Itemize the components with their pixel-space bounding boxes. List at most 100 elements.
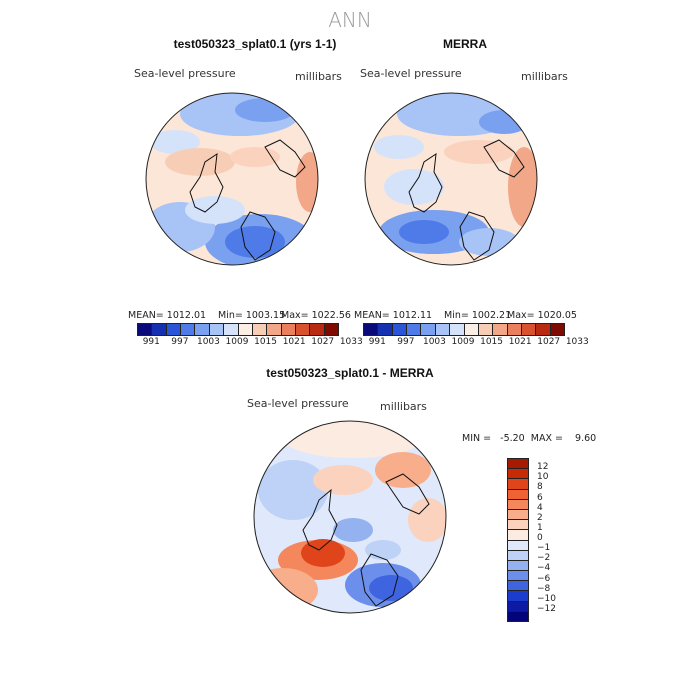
colorbar-swatch: [378, 324, 393, 335]
colorbar-swatch: [364, 324, 379, 335]
diff-colorbar-label: 12: [537, 462, 549, 473]
diff-colorbar-swatch: [508, 459, 528, 470]
diff-colorbar-swatch: [508, 530, 528, 541]
colorbar-swatch: [493, 324, 508, 335]
panel-1-map: [145, 92, 319, 266]
colorbar-swatch: [421, 324, 436, 335]
colorbar-swatch: [464, 324, 479, 335]
diff-colorbar-label: 10: [537, 472, 549, 483]
colorbar-tick-label: 1009: [225, 337, 249, 347]
colorbar-swatch: [295, 324, 311, 335]
colorbar-swatch: [550, 324, 565, 335]
colorbar-swatch: [267, 324, 282, 335]
diff-colorbar-label: −12: [537, 603, 556, 614]
diff-colorbar-label: −4: [537, 563, 551, 574]
diff-colorbar-label: −6: [537, 573, 551, 584]
diff-colorbar-swatch: [508, 499, 528, 510]
diff-colorbar-swatch: [508, 581, 528, 592]
panel-2-max: Max= 1020.05: [507, 310, 577, 321]
panel-1-title: test050323_splat0.1 (yrs 1-1): [173, 37, 337, 51]
colorbar-swatch: [138, 324, 153, 335]
colorbar-tick-label: 1027: [537, 337, 561, 347]
colorbar-tick-label: 991: [368, 337, 386, 347]
colorbar-swatch: [166, 324, 182, 335]
colorbar-tick-label: 1015: [480, 337, 504, 347]
colorbar-tick-label: 997: [397, 337, 415, 347]
colorbar-swatch: [392, 324, 408, 335]
diff-colorbar-swatch: [508, 540, 528, 551]
colorbar-tick-label: 1033: [565, 337, 589, 347]
colorbar-swatch: [507, 324, 522, 335]
diff-colorbar-label: 1: [537, 522, 543, 533]
colorbar-tick-label: 991: [142, 337, 160, 347]
diff-colorbar-label: −1: [537, 543, 551, 554]
panel-1-max: Max= 1022.56: [281, 310, 351, 321]
panel-1-colorbar: [137, 323, 339, 336]
colorbar-swatch: [195, 324, 210, 335]
panel-2-mean: MEAN= 1012.11: [354, 310, 433, 321]
colorbar-swatch: [324, 324, 339, 335]
diff-colorbar-label: −8: [537, 583, 551, 594]
diff-colorbar-label: 2: [537, 512, 543, 523]
colorbar-tick-label: 1015: [254, 337, 278, 347]
diff-colorbar-swatch: [508, 611, 528, 621]
panel-1-min: Min= 1003.15: [218, 310, 286, 321]
figure-title: ANN: [328, 8, 372, 32]
panel-2-units: millibars: [521, 70, 568, 83]
panel-2-colorbar-ticks: 991 997 1003 1009 1015 1021 1027 1033: [363, 337, 589, 349]
colorbar-tick-label: 997: [171, 337, 189, 347]
diff-colorbar-swatch: [508, 571, 528, 582]
diff-colorbar-swatch: [508, 591, 528, 602]
panel-2-variable: Sea-level pressure: [360, 67, 462, 80]
colorbar-swatch: [252, 324, 268, 335]
diff-colorbar-label: 4: [537, 502, 543, 513]
panel-2-map: [364, 92, 538, 266]
colorbar-swatch: [450, 324, 465, 335]
colorbar-tick-label: 1003: [196, 337, 220, 347]
colorbar-swatch: [521, 324, 537, 335]
colorbar-swatch: [181, 324, 196, 335]
diff-colorbar: [507, 458, 529, 622]
colorbar-swatch: [152, 324, 167, 335]
colorbar-swatch: [238, 324, 253, 335]
panel-2-min: Min= 1002.21: [444, 310, 512, 321]
colorbar-tick-label: 1021: [508, 337, 532, 347]
diff-colorbar-swatch: [508, 520, 528, 531]
colorbar-tick-label: 1003: [422, 337, 446, 347]
colorbar-tick-label: 1009: [451, 337, 475, 347]
colorbar-tick-label: 1033: [339, 337, 363, 347]
colorbar-swatch: [478, 324, 494, 335]
panel-3-map: [253, 420, 447, 614]
diff-colorbar-label: −10: [537, 593, 556, 604]
panel-1-colorbar-ticks: 991 997 1003 1009 1015 1021 1027 1033: [137, 337, 363, 349]
diff-colorbar-label: 0: [537, 533, 543, 543]
panel-1-units: millibars: [295, 70, 342, 83]
colorbar-tick-label: 1027: [311, 337, 335, 347]
colorbar-swatch: [435, 324, 451, 335]
panel-3-minmax: MIN = -5.20 MAX = 9.60: [462, 433, 597, 444]
diff-colorbar-swatch: [508, 601, 528, 612]
diff-colorbar-label: 8: [537, 482, 543, 493]
panel-1-variable: Sea-level pressure: [134, 67, 236, 80]
colorbar-swatch: [224, 324, 239, 335]
panel-3-units: millibars: [380, 400, 427, 413]
diff-colorbar-swatch: [508, 489, 528, 500]
diff-colorbar-swatch: [508, 560, 528, 572]
panel-2-title: MERRA: [443, 37, 487, 51]
diff-colorbar-swatch: [508, 479, 528, 490]
panel-3-title: test050323_splat0.1 - MERRA: [266, 366, 434, 380]
panel-1-mean: MEAN= 1012.01: [128, 310, 207, 321]
colorbar-swatch: [310, 324, 325, 335]
diff-colorbar-swatch: [508, 550, 528, 561]
panel-2-colorbar: [363, 323, 565, 336]
diff-colorbar-label: −2: [537, 553, 551, 564]
colorbar-swatch: [407, 324, 422, 335]
diff-colorbar-swatch: [508, 509, 528, 521]
diff-colorbar-labels: 12 10 8 6 4 2 1 0 −1 −2 −4 −6 −8 −10 −12: [537, 458, 577, 620]
diff-colorbar-swatch: [508, 469, 528, 480]
colorbar-swatch: [281, 324, 296, 335]
panel-3-variable: Sea-level pressure: [247, 397, 349, 410]
colorbar-tick-label: 1021: [282, 337, 306, 347]
diff-colorbar-label: 6: [537, 492, 543, 503]
colorbar-swatch: [536, 324, 551, 335]
